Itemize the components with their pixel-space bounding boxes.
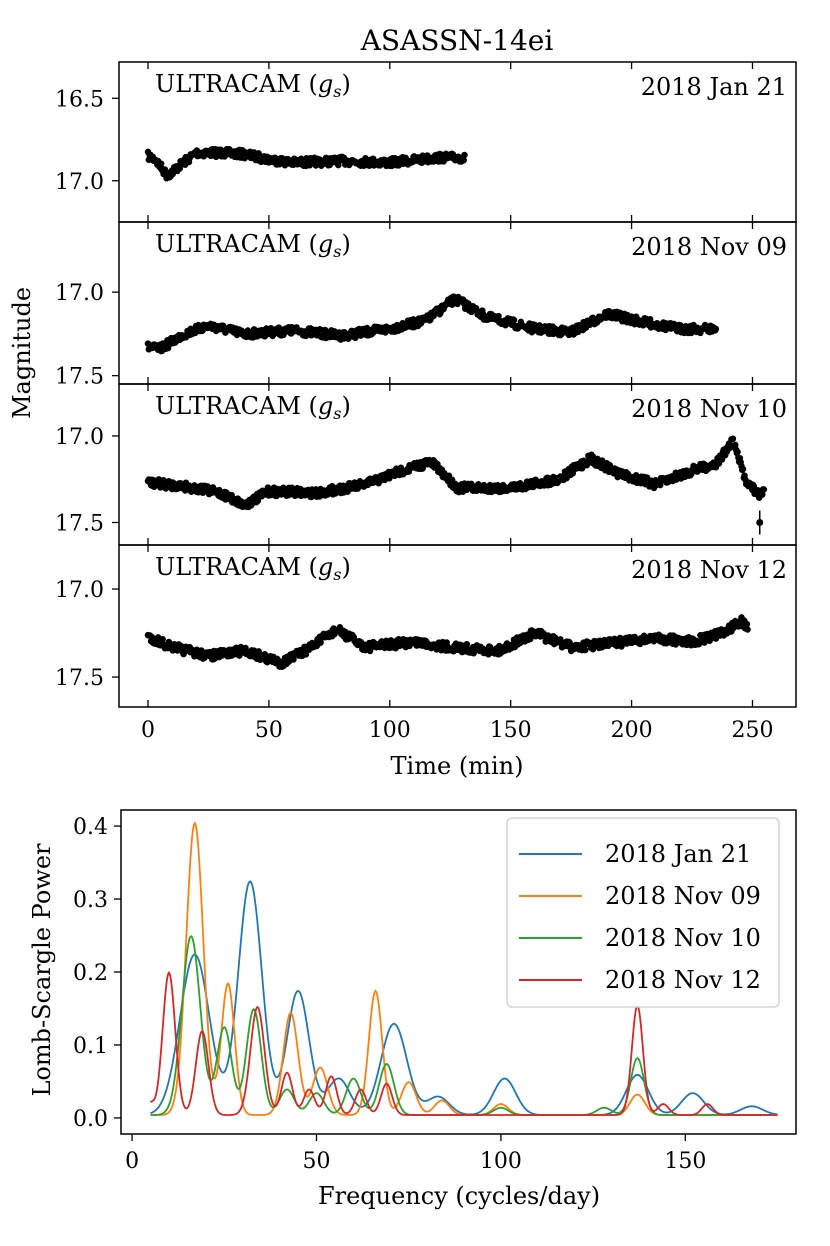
y-tick-label: 0.4 <box>73 815 108 840</box>
legend-label: 2018 Nov 12 <box>605 966 761 994</box>
y-tick-label: 16.5 <box>55 87 104 112</box>
filter-subscript: s <box>333 82 341 101</box>
light-curve-points <box>144 293 720 355</box>
light-curve-panel: 16.5 17.0 ULTRACAM (gs) 2018 Jan 21 <box>55 61 797 223</box>
y-tick-label: 17.0 <box>55 281 104 306</box>
legend-label: 2018 Jan 21 <box>605 840 751 868</box>
close-paren: ) <box>341 70 350 98</box>
y-tick-label: 17.5 <box>55 365 104 390</box>
x-tick-label: 100 <box>369 718 411 743</box>
x-tick-label: 0 <box>141 718 155 743</box>
panel-date: 2018 Jan 21 <box>641 73 787 101</box>
filter-symbol: g <box>318 553 333 581</box>
x-tick-label: 0 <box>125 1149 139 1174</box>
filter-symbol: g <box>318 230 333 258</box>
legend-box <box>506 817 780 1008</box>
light-curve-panel: 17.0 17.5 ULTRACAM (gs) 2018 Nov 10 <box>55 383 797 546</box>
light-curve-panel: 17.0 17.5 ULTRACAM (gs) 2018 Nov 12 <box>55 544 797 708</box>
y-tick-label: 17.0 <box>55 578 104 603</box>
light-curve-points <box>144 435 768 511</box>
time-axis-label: Time (min) <box>391 752 524 780</box>
outlier-point <box>756 518 764 526</box>
panel-date: 2018 Nov 10 <box>631 395 787 423</box>
y-tick-label: 17.0 <box>55 425 104 450</box>
x-tick-label: 50 <box>255 718 283 743</box>
instrument-text: ULTRACAM ( <box>155 70 318 98</box>
y-tick-label: 0.0 <box>73 1107 108 1132</box>
instrument-label: ULTRACAM (gs) <box>155 230 351 261</box>
filter-subscript: s <box>333 404 341 423</box>
series-line <box>150 880 778 1116</box>
legend: 2018 Jan 21 2018 Nov 09 2018 Nov 10 2018 No… <box>506 817 780 1008</box>
x-tick-label: 150 <box>664 1149 706 1174</box>
instrument-text: ULTRACAM ( <box>155 230 318 258</box>
close-paren: ) <box>341 392 350 420</box>
filter-symbol: g <box>318 392 333 420</box>
x-tick-label: 250 <box>731 718 773 743</box>
y-tick-label: 17.5 <box>55 666 104 691</box>
instrument-label: ULTRACAM (gs) <box>155 70 351 101</box>
filter-symbol: g <box>318 70 333 98</box>
panel-date: 2018 Nov 09 <box>631 233 787 261</box>
panel-date: 2018 Nov 12 <box>631 556 787 584</box>
series-line <box>149 970 778 1116</box>
y-tick-label: 17.5 <box>55 511 104 536</box>
y-tick-label: 17.0 <box>55 170 104 195</box>
instrument-text: ULTRACAM ( <box>155 553 318 581</box>
legend-label: 2018 Nov 10 <box>605 924 761 952</box>
instrument-text: ULTRACAM ( <box>155 392 318 420</box>
filter-subscript: s <box>333 565 341 584</box>
light-curve-points <box>144 614 751 670</box>
close-paren: ) <box>341 553 350 581</box>
instrument-label: ULTRACAM (gs) <box>155 553 351 584</box>
filter-subscript: s <box>333 242 341 261</box>
x-tick-label: 150 <box>490 718 532 743</box>
y-tick-label: 0.3 <box>73 888 108 913</box>
legend-label: 2018 Nov 09 <box>605 882 761 910</box>
y-tick-label: 0.2 <box>73 961 108 986</box>
frequency-axis-label: Frequency (cycles/day) <box>318 1182 600 1210</box>
x-tick-label: 200 <box>611 718 653 743</box>
x-tick-label: 100 <box>480 1149 522 1174</box>
panel-frame <box>118 544 797 708</box>
magnitude-axis-label: Magnitude <box>8 287 36 419</box>
close-paren: ) <box>341 230 350 258</box>
light-curve-panel: 17.0 17.5 ULTRACAM (gs) 2018 Nov 09 <box>55 221 797 390</box>
instrument-label: ULTRACAM (gs) <box>155 392 351 423</box>
x-tick-label: 50 <box>302 1149 330 1174</box>
figure-title: ASASSN-14ei <box>360 24 554 57</box>
y-tick-label: 0.1 <box>73 1034 108 1059</box>
light-curve-points <box>144 145 468 182</box>
power-axis-label: Lomb-Scargle Power <box>28 843 56 1097</box>
